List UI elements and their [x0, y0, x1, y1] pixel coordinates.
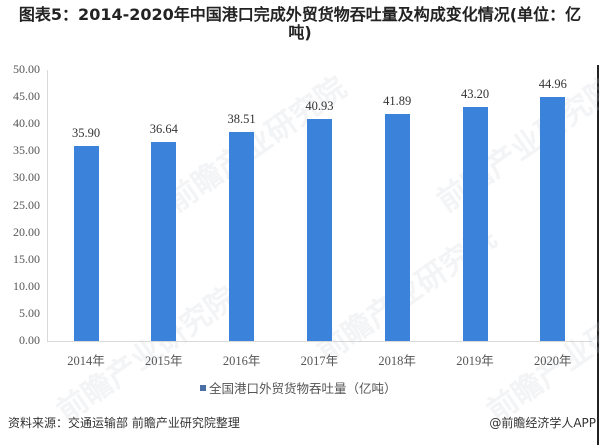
bar-2014年 — [73, 146, 99, 341]
data-label: 38.51 — [227, 112, 256, 127]
y-tick-label: 40.00 — [13, 116, 40, 131]
x-tick-label: 2017年 — [300, 354, 339, 368]
y-tick-label: 45.00 — [13, 89, 40, 104]
data-label: 36.64 — [149, 122, 178, 137]
y-tick-label: 0.00 — [19, 333, 40, 347]
x-axis-line — [47, 341, 592, 342]
x-tick-label: 2018年 — [378, 354, 416, 368]
data-label: 44.96 — [538, 77, 567, 92]
data-label: 35.90 — [71, 126, 101, 141]
x-tick-label: 2020年 — [534, 354, 572, 368]
y-tick-label: 15.00 — [13, 251, 40, 266]
credit-note: @前瞻经济学人APP — [489, 416, 596, 430]
y-tick-label: 30.00 — [13, 170, 40, 185]
x-tick-label: 2014年 — [67, 354, 105, 368]
y-tick-label: 25.00 — [13, 197, 40, 212]
chart-legend: 全国港口外贸货物吞吐量（亿吨） — [200, 378, 397, 397]
bar-2015年 — [151, 142, 177, 341]
source-note: 资料来源：交通运输部 前瞻产业研究院整理 — [8, 416, 240, 430]
bar-2016年 — [229, 132, 255, 341]
y-tick-label: 35.00 — [13, 143, 40, 158]
y-axis-line — [47, 70, 48, 341]
bar-2017年 — [306, 119, 332, 341]
bar-2019年 — [462, 106, 488, 341]
chart-title: 图表5：2014-2020年中国港口完成外贸货物吞吐量及构成变化情况(单位：亿吨… — [18, 5, 582, 42]
legend-label: 全国港口外贸货物吞吐量（亿吨） — [209, 381, 397, 396]
y-tick-label: 5.00 — [19, 305, 40, 320]
data-label: 41.89 — [383, 93, 412, 108]
image-edge-border — [597, 65, 599, 445]
legend-swatch-icon — [200, 384, 206, 391]
data-label: 43.20 — [460, 86, 490, 101]
bar-2020年 — [540, 97, 566, 341]
y-tick-label: 50.00 — [13, 62, 40, 76]
x-tick-label: 2015年 — [145, 354, 183, 368]
y-tick-label: 10.00 — [13, 278, 40, 293]
data-label: 40.93 — [305, 99, 334, 114]
x-tick-label: 2016年 — [222, 354, 261, 368]
y-tick-label: 20.00 — [13, 224, 40, 239]
x-tick-label: 2019年 — [456, 354, 494, 368]
bar-2018年 — [384, 113, 410, 341]
